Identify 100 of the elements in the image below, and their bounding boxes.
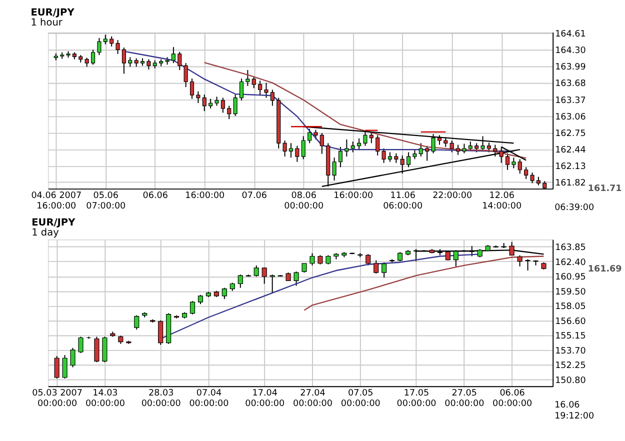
candlestick — [258, 80, 262, 96]
y-tick-label: 163.85 — [555, 242, 586, 253]
x-tick-label: 06.06 — [142, 190, 168, 201]
candlestick — [295, 145, 300, 162]
x-tick-label: 12.06 14:00:00 — [482, 190, 522, 212]
chart-subtitle: 1 hour — [30, 17, 64, 28]
x-tick-label: 14.03 00:00:00 — [85, 388, 126, 410]
candlestick — [264, 82, 268, 98]
x-tick-label: 05.06 07:00:00 — [86, 190, 126, 212]
candlestick — [505, 152, 510, 170]
candlestick — [222, 287, 227, 300]
candlestick — [84, 57, 89, 68]
candlestick — [70, 347, 76, 368]
candlestick — [524, 166, 528, 180]
candlestick — [374, 260, 379, 274]
candlestick — [288, 142, 294, 158]
candlestick — [102, 336, 108, 363]
y-tick-label: 163.37 — [555, 96, 586, 106]
x-tick-label: 27.05 00:00:00 — [444, 388, 485, 410]
candlestick — [134, 314, 140, 330]
y-tick-label: 163.68 — [555, 79, 586, 90]
y-tick-label: 163.06 — [555, 112, 586, 122]
line-series — [204, 62, 527, 159]
x-tick-label: 17.04 00:00:00 — [245, 388, 285, 410]
candlestick — [208, 98, 213, 109]
candlestick — [246, 70, 250, 87]
candlestick — [326, 254, 331, 265]
candlestick — [530, 172, 534, 184]
candlestick — [202, 94, 206, 112]
y-tick-label: 150.80 — [555, 376, 586, 386]
x-tick-label: 27.04 00:00:00 — [292, 388, 333, 410]
y-tick-label: 162.40 — [555, 258, 586, 268]
candlestick — [398, 252, 403, 262]
chart-title: EUR/JPY — [32, 218, 76, 229]
x-tick-label: 07.04 00:00:00 — [189, 388, 230, 410]
candlestick — [94, 336, 100, 363]
candlestick — [418, 142, 423, 158]
candlestick — [517, 254, 522, 267]
candlestick — [425, 145, 430, 162]
text: 161.69 — [588, 264, 622, 275]
candlestick — [190, 78, 194, 100]
y-tick-label: 155.15 — [555, 332, 586, 342]
candlestick — [146, 58, 151, 70]
candlestick — [97, 37, 102, 56]
y-tick-label: 152.25 — [555, 361, 586, 372]
candlestick — [238, 274, 243, 288]
y-tick-label: 162.44 — [555, 145, 586, 156]
candlestick — [110, 36, 114, 47]
x-tick-label: 07.06 — [242, 190, 268, 201]
y-tick-label: 161.82 — [555, 178, 586, 189]
candlestick — [270, 89, 274, 106]
candlestick — [388, 152, 392, 162]
chart-title: EUR/JPY — [30, 8, 76, 19]
candlestick — [376, 134, 380, 156]
candlestick — [474, 142, 479, 153]
candlestick — [62, 354, 68, 379]
candlestick — [184, 62, 188, 88]
candlestick — [198, 294, 204, 305]
candlestick — [314, 129, 318, 140]
text: 06:39:00 — [554, 203, 594, 214]
candlestick — [214, 96, 219, 106]
candlestick — [318, 254, 323, 265]
candlestick — [158, 320, 164, 346]
y-tick-label: 156.60 — [555, 316, 586, 327]
y-tick-label: 164.30 — [555, 46, 586, 56]
candlestick — [103, 34, 108, 45]
candlestick — [406, 152, 411, 168]
y-tick-label: 153.70 — [555, 346, 586, 356]
y-tick-label: 164.61 — [555, 30, 586, 40]
chart-subtitle: 1 day — [32, 228, 60, 239]
candlestick — [525, 258, 530, 271]
candlestick — [233, 94, 238, 116]
candlestick — [282, 140, 287, 158]
candlestick — [350, 141, 355, 153]
text: 161.71 — [588, 184, 622, 194]
candlestick — [302, 262, 307, 274]
x-tick-label: 05.03 2007 00:00:00 — [32, 388, 82, 410]
candlestick — [462, 143, 466, 154]
candlestick — [171, 46, 176, 64]
candlestick — [382, 262, 387, 278]
x-tick-label: 17.05 00:00:00 — [396, 388, 437, 410]
candlestick — [196, 90, 200, 104]
candlestick — [227, 105, 232, 120]
candlestick — [400, 154, 404, 174]
candlestick — [301, 136, 306, 160]
candlestick — [344, 138, 349, 158]
candlestick — [91, 49, 96, 66]
x-tick-label: 06.06 00:00:00 — [492, 388, 532, 410]
candlestick — [294, 271, 299, 286]
y-tick-label: 159.50 — [555, 287, 586, 298]
x-tick-label: 08.06 00:00:00 — [284, 190, 324, 212]
text: 16.06 19:12:00 — [554, 400, 594, 422]
candlestick — [270, 274, 275, 294]
x-tick-label: 07.05 00:00:00 — [340, 388, 381, 410]
y-tick-label: 162.13 — [555, 162, 586, 172]
x-tick-label: 11.06 06:00:00 — [383, 190, 423, 212]
candlestick — [122, 47, 126, 74]
y-tick-label: 163.99 — [555, 62, 586, 73]
candlestick — [54, 356, 60, 379]
candlestick — [382, 148, 386, 164]
